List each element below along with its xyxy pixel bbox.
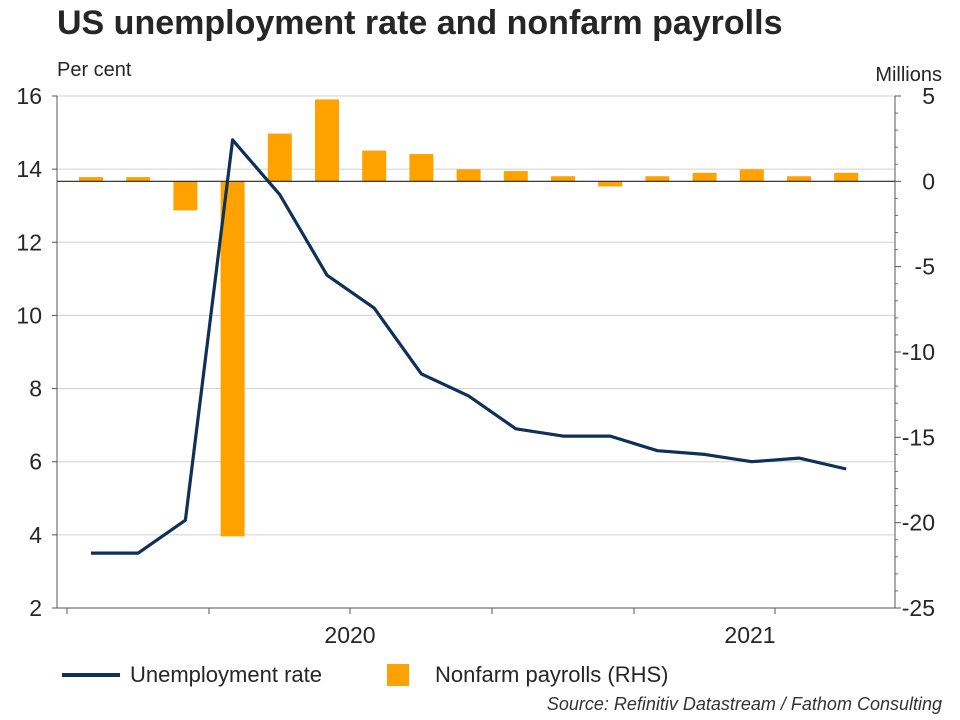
right-tick-label: -20 [902,510,935,536]
chart-title: US unemployment rate and nonfarm payroll… [57,4,783,42]
payroll-bar [362,150,387,182]
legend-bar-swatch [386,664,409,686]
right-tick-label: -25 [902,595,935,621]
left-axis-label: Per cent [57,59,132,81]
legend-line-swatch [62,673,120,677]
right-tick-label: 5 [922,83,935,109]
legend-label-unemployment: Unemployment rate [130,662,322,687]
payroll-bar [787,176,811,182]
payroll-bars [79,99,859,537]
left-tick-label: 2 [29,595,42,621]
payroll-bar [739,169,764,182]
payroll-bar [834,172,859,182]
payroll-bar [692,172,717,182]
right-tick-label: 0 [922,168,935,194]
payroll-bar [79,177,103,182]
payroll-bar [173,181,198,211]
right-tick-label: -10 [902,339,935,365]
payroll-bar [315,99,339,182]
left-tick-label: 16 [16,83,42,109]
payroll-bar [645,176,670,182]
gridlines [57,95,895,536]
x-tick-label: 2020 [324,622,375,648]
payroll-bar [551,176,575,182]
payroll-bar [409,154,434,182]
payroll-bar [267,133,292,182]
right-tick-label: -5 [915,254,935,280]
left-tick-label: 14 [16,156,42,182]
payroll-bar [126,177,151,182]
unemployment-line [91,138,847,555]
right-axis-label: Millions [875,64,942,86]
legend-label-payrolls: Nonfarm payrolls (RHS) [434,662,669,687]
right-tick-label: -15 [902,424,935,450]
payroll-bar [503,171,528,182]
x-tick-label: 2021 [724,622,775,648]
legend: Unemployment rate Nonfarm payrolls (RHS) [62,660,668,690]
payroll-bar [598,181,623,187]
left-tick-label: 4 [29,522,42,548]
payroll-bar [456,169,481,182]
left-tick-label: 10 [16,302,42,328]
source-note: Source: Refinitiv Datastream / Fathom Co… [546,694,942,714]
left-tick-label: 8 [29,376,42,402]
left-tick-label: 12 [16,229,42,255]
axes: 2 4 6 8 10 12 14 16 5 0 -5 -10 -15 -20 -25 2020 2021 [16,83,935,648]
axis-labels: Per cent Millions [57,59,942,86]
left-tick-label: 6 [29,449,42,475]
payroll-bar [220,181,245,537]
unemployment-line-group [91,138,847,555]
